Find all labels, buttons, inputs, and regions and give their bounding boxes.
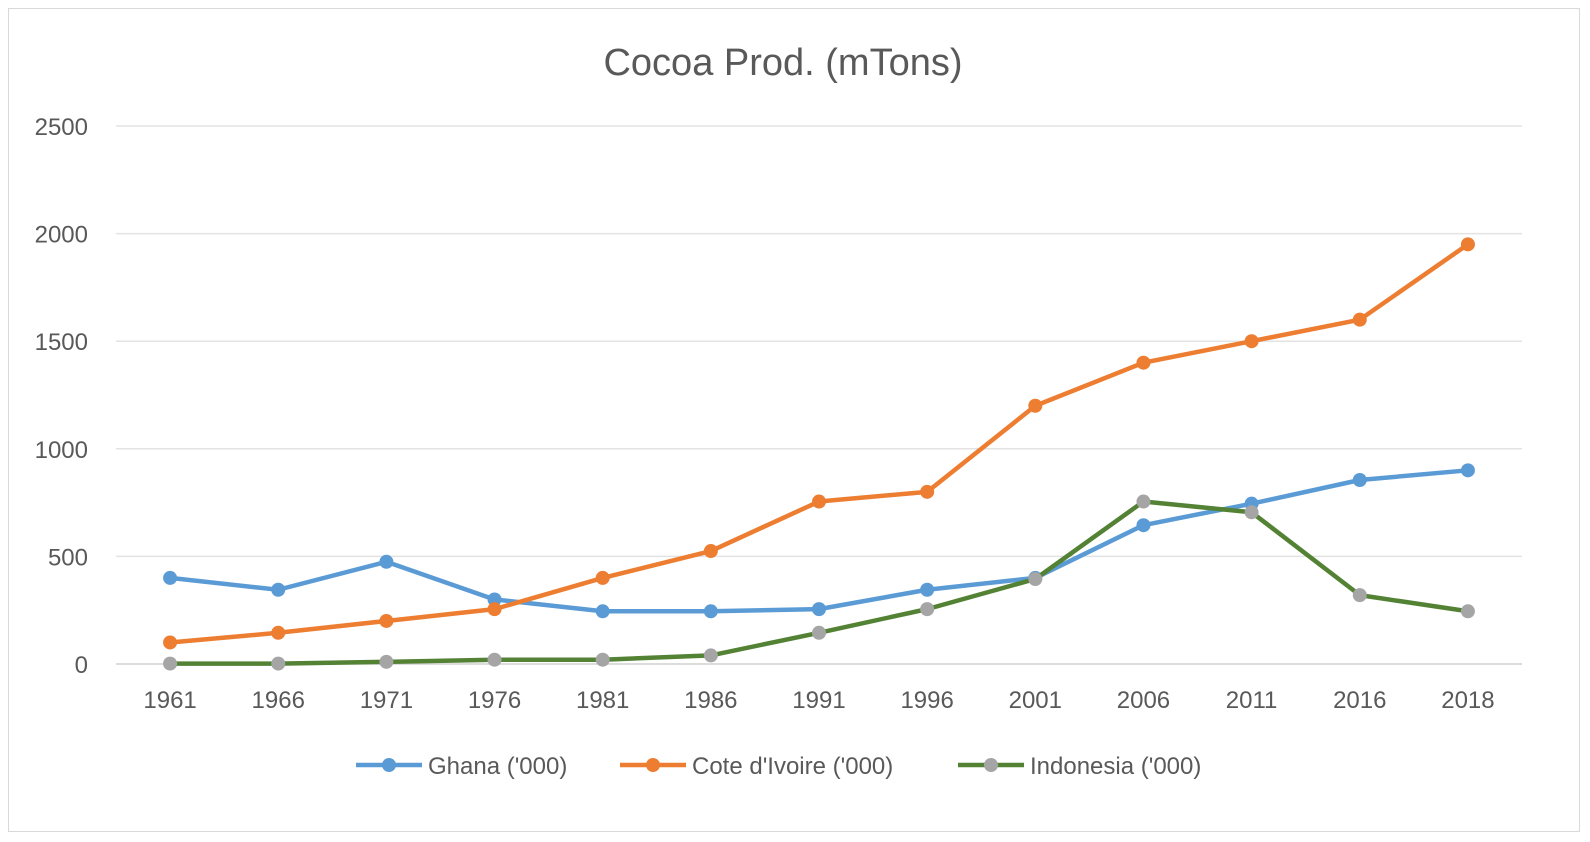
- data-point: [812, 602, 826, 617]
- legend-label: Ghana ('000): [428, 753, 567, 780]
- data-point: [379, 554, 394, 569]
- legend-marker: [382, 758, 396, 772]
- data-point: [1244, 334, 1259, 349]
- x-tick-label: 2016: [1333, 687, 1386, 714]
- data-point: [1352, 312, 1367, 327]
- data-point: [271, 625, 286, 640]
- data-point: [1460, 463, 1475, 478]
- data-point: [1028, 571, 1043, 586]
- y-tick-label: 2500: [35, 114, 88, 141]
- chart-frame: [8, 8, 1580, 832]
- y-tick-label: 1000: [35, 437, 88, 464]
- data-point: [920, 602, 935, 617]
- data-point: [163, 570, 178, 585]
- x-axis: 1961 1966 1971 1976 1981 1986 1991 1996 2001 2006…: [143, 687, 1494, 714]
- series-2: [163, 237, 1475, 650]
- data-point: [1460, 604, 1475, 619]
- series-3: [163, 494, 1475, 671]
- legend: Ghana ('000) Cote d'Ivoire ('000) Indonesi…: [356, 753, 1201, 780]
- data-point: [920, 582, 935, 597]
- data-point: [1136, 518, 1151, 533]
- data-point: [1460, 237, 1475, 252]
- data-point: [1136, 355, 1151, 370]
- data-point: [1352, 473, 1367, 488]
- series-1: [163, 463, 1475, 619]
- series-line: [167, 242, 1471, 645]
- y-tick-label: 500: [48, 544, 88, 571]
- chart-title: Cocoa Prod. (mTons): [603, 42, 962, 84]
- x-tick-label: 2001: [1009, 687, 1062, 714]
- data-point: [703, 544, 718, 559]
- x-tick-label: 1986: [684, 687, 737, 714]
- data-point: [1352, 588, 1367, 603]
- y-tick-label: 2000: [35, 222, 88, 249]
- x-tick-label: 2011: [1226, 687, 1278, 714]
- x-tick-label: 1961: [143, 687, 196, 714]
- x-tick-label: 1976: [468, 687, 521, 714]
- data-point: [487, 592, 502, 607]
- y-tick-label: 0: [75, 652, 88, 679]
- x-tick-label: 1991: [792, 687, 845, 714]
- data-point: [1136, 494, 1151, 509]
- data-point: [1244, 505, 1259, 520]
- data-point: [595, 570, 610, 585]
- legend-marker: [646, 758, 660, 772]
- data-point: [271, 582, 286, 597]
- plot-area: [163, 237, 1475, 671]
- data-point: [379, 613, 394, 628]
- data-point: [487, 652, 502, 667]
- data-point: [487, 602, 502, 617]
- legend-item: Ghana ('000): [356, 753, 567, 780]
- gridlines: [116, 125, 1522, 665]
- data-point: [163, 635, 178, 650]
- data-point: [812, 625, 826, 640]
- data-point: [595, 604, 610, 619]
- series-line: [167, 468, 1471, 614]
- x-tick-label: 1981: [576, 687, 629, 714]
- data-point: [379, 654, 394, 669]
- legend-item: Indonesia ('000): [958, 753, 1201, 780]
- legend-label: Cote d'Ivoire ('000): [692, 753, 893, 780]
- data-point: [1028, 398, 1043, 413]
- data-point: [271, 656, 286, 671]
- x-tick-label: 2006: [1117, 687, 1170, 714]
- x-tick-label: 1996: [900, 687, 953, 714]
- legend-marker: [984, 758, 998, 772]
- x-tick-label: 1966: [252, 687, 305, 714]
- data-point: [703, 648, 718, 663]
- data-point: [163, 656, 178, 671]
- x-tick-label: 1971: [360, 687, 413, 714]
- data-point: [812, 494, 826, 509]
- y-axis: 0 500 1000 1500 2000 2500: [35, 114, 88, 679]
- legend-label: Indonesia ('000): [1030, 753, 1201, 780]
- legend-item: Cote d'Ivoire ('000): [620, 753, 893, 780]
- data-point: [595, 652, 610, 667]
- data-point: [703, 604, 718, 619]
- x-tick-label: 2018: [1441, 687, 1494, 714]
- y-tick-label: 1500: [35, 329, 88, 356]
- data-point: [920, 484, 935, 499]
